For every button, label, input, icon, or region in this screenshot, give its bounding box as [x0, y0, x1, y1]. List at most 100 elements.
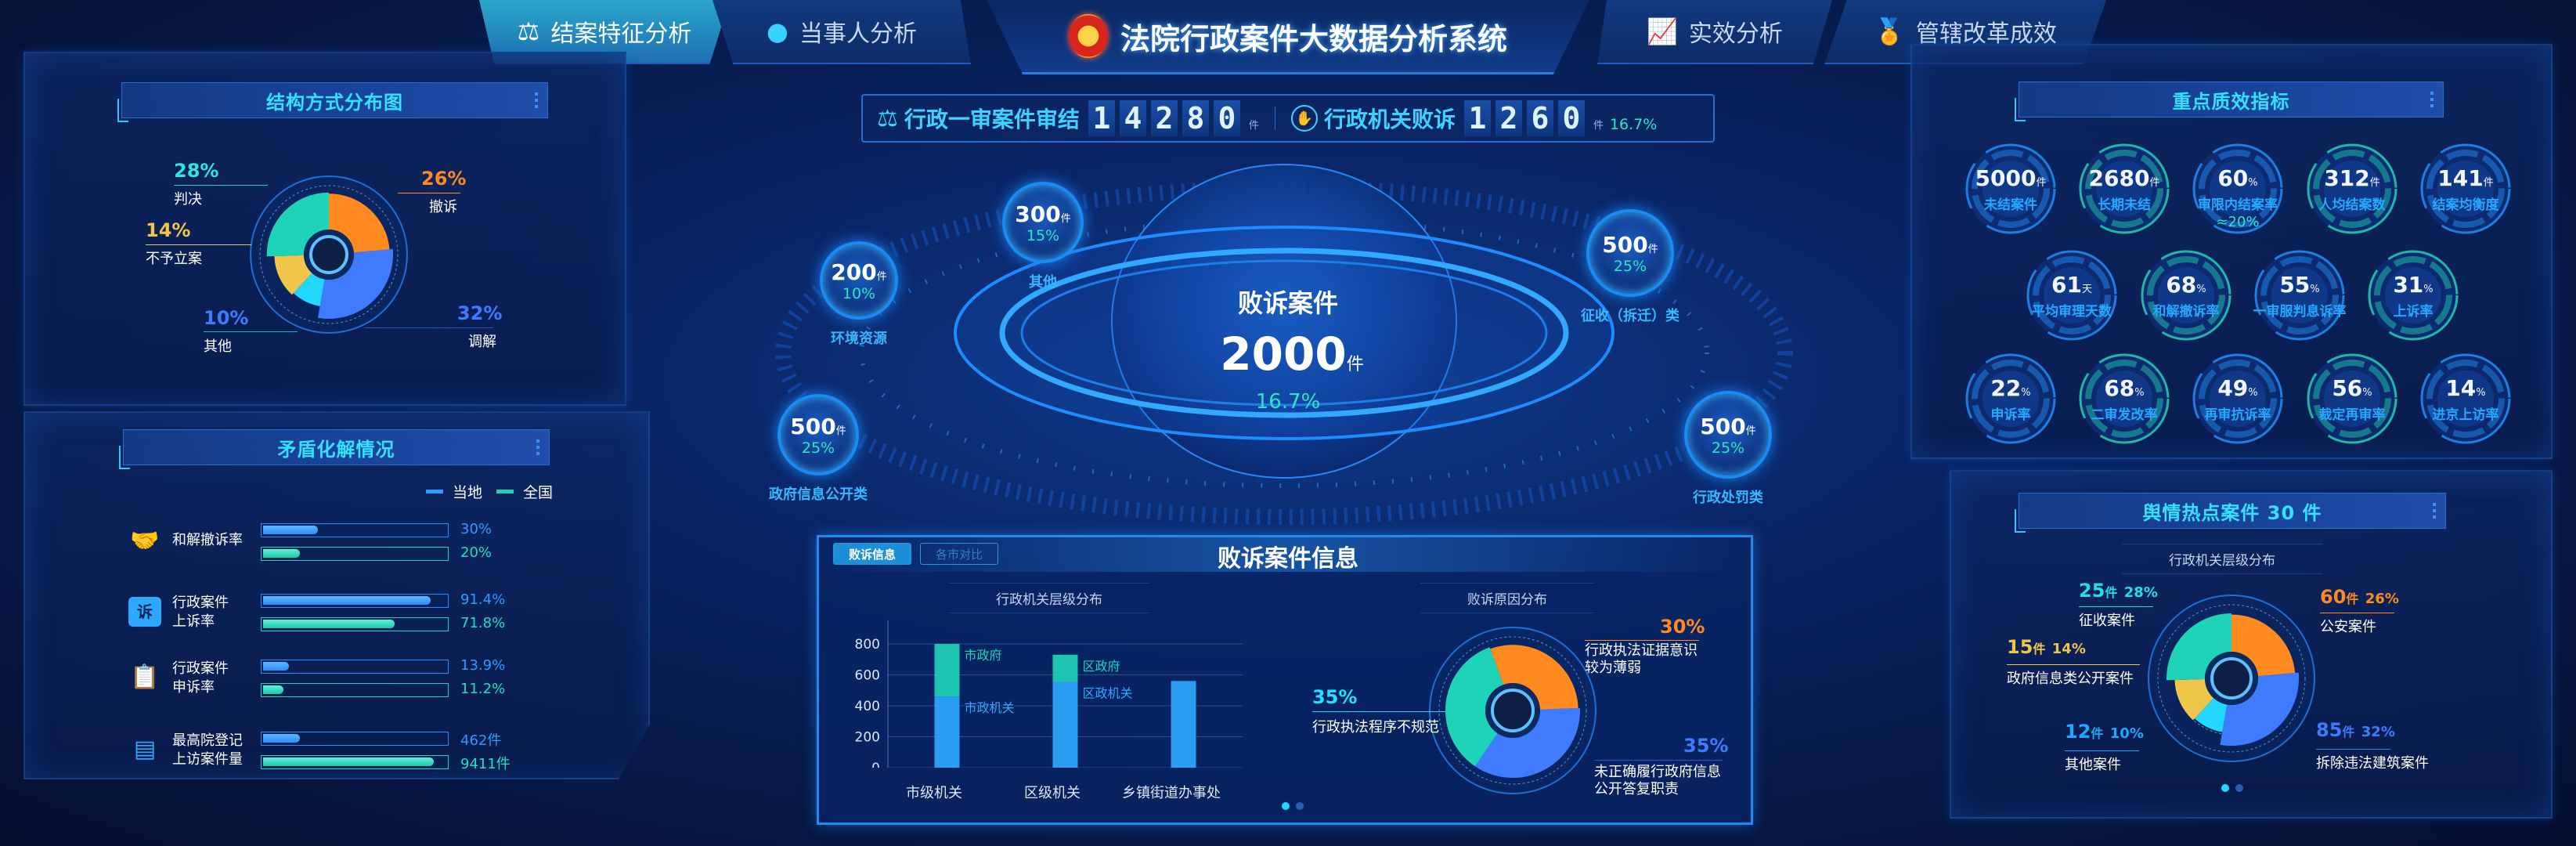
kpi-gauge[interactable]: 68% 和解撤诉率 — [2139, 248, 2233, 342]
y-tick-label: 800 — [855, 637, 880, 653]
pie-slice[interactable] — [2220, 672, 2299, 746]
gauge-ring-icon — [2079, 143, 2170, 234]
gauge-ring-icon — [2192, 353, 2283, 444]
gauge-ring-icon — [2307, 143, 2397, 234]
kpi-gauge[interactable]: 22% 申诉率 — [1964, 352, 2058, 446]
kpi-gauge[interactable]: 49% 再审抗诉率 — [2191, 352, 2285, 446]
pie-slice[interactable] — [1445, 647, 1503, 767]
category-bubble[interactable]: 300件 15% — [1002, 182, 1084, 263]
more-icon[interactable] — [2430, 92, 2433, 109]
kpi-gauge[interactable]: 60% 审限内结案率 ≈20% — [2191, 142, 2285, 236]
category-bubble[interactable]: 500件 25% — [1586, 209, 1674, 297]
carousel-dots — [1282, 802, 1304, 810]
kpi-gauge[interactable]: 61天 平均审理天数 — [2025, 248, 2119, 342]
center-ring — [2210, 657, 2253, 700]
pie-slice[interactable] — [293, 273, 325, 306]
national-value: 71.8% — [460, 615, 506, 631]
pie-slice[interactable] — [1474, 707, 1580, 778]
bar-segment[interactable] — [1171, 681, 1196, 768]
local-bar-fill — [263, 662, 289, 671]
hot-slice-label: 拆除违法建筑案件 — [2316, 755, 2429, 772]
more-icon[interactable] — [2433, 503, 2436, 520]
carousel-dot-2[interactable] — [2235, 784, 2243, 792]
reason-label-disclosure: 未正确履行政府信息 公开答复职责 — [1594, 764, 1721, 797]
slice-label-judgment: 判决 — [174, 191, 202, 208]
hot-slice-value: 60件 26% — [2320, 586, 2399, 608]
pie-slice[interactable] — [274, 255, 312, 295]
local-bar-fill — [263, 526, 319, 534]
gauge-ring-icon — [2079, 353, 2170, 444]
kpi-gauge[interactable]: 68% 二审发改率 — [2077, 352, 2171, 446]
national-bar-fill — [263, 620, 395, 628]
stop-hand-icon: ✋ — [1290, 105, 1318, 132]
hot-slice-value: 15件 14% — [2007, 636, 2086, 658]
national-progress-bar — [261, 755, 449, 769]
agency-lost-label: 行政机关败诉 — [1323, 107, 1456, 132]
gauge-ring-icon — [2192, 143, 2283, 234]
kpi-gauge[interactable]: 56% 裁定再审率 — [2305, 352, 2399, 446]
counter-digit: 2 — [1495, 100, 1522, 136]
more-icon[interactable] — [536, 439, 539, 457]
kpi-gauge[interactable]: 31% 上诉率 — [2366, 248, 2460, 342]
loss-info-panel — [817, 535, 1753, 825]
carousel-dot-1[interactable] — [2221, 784, 2229, 792]
bar-segment[interactable] — [934, 696, 960, 768]
pie-slice[interactable] — [329, 193, 390, 253]
conflict-panel — [23, 411, 650, 779]
tab-effectiveness-analysis[interactable]: 📈 实效分析 — [1597, 0, 1832, 64]
local-progress-bar — [261, 732, 449, 746]
dashed-ring — [1438, 636, 1587, 785]
kpi-gauge[interactable]: 14% 进京上访率 — [2419, 352, 2513, 446]
bar-segment[interactable] — [1052, 654, 1078, 682]
category-bubble[interactable]: 500件 25% — [777, 394, 859, 475]
kpi-gauge[interactable]: 141件 结案均衡度 — [2419, 142, 2513, 236]
kpi-gauge[interactable]: 55% 一审服判息诉率 — [2253, 248, 2347, 342]
kpi-gauge[interactable]: 312件 人均结案数 — [2305, 142, 2399, 236]
pie-slice[interactable] — [2167, 613, 2231, 681]
loss-info-title: 败诉案件信息 — [1218, 545, 1358, 573]
pie-slice[interactable] — [2195, 698, 2228, 732]
local-bar-fill — [263, 734, 300, 743]
unit: 件 — [1593, 120, 1604, 132]
carousel-dot-1[interactable] — [1282, 802, 1290, 810]
hot-cases-subtitle: 行政机关层级分布 — [2122, 544, 2322, 574]
hot-carousel-dots — [2221, 784, 2243, 792]
tab-party-analysis[interactable]: ● 当事人分析 — [713, 0, 971, 64]
pie-slice[interactable] — [1490, 645, 1578, 710]
y-tick-label: 400 — [855, 699, 880, 714]
category-bubble[interactable]: 200件 10% — [820, 241, 898, 320]
pie-slice[interactable] — [2231, 614, 2296, 677]
local-value: 462件 — [460, 732, 502, 749]
reason-pct-procedure: 35% — [1312, 686, 1358, 708]
bar-segment[interactable] — [1052, 682, 1078, 768]
gauge-ring-icon — [2254, 250, 2345, 341]
slice-pct-not-filed: 14% — [146, 219, 191, 241]
bar-segment[interactable] — [934, 644, 960, 697]
row-label: 行政案件 上诉率 — [172, 595, 229, 630]
pie-slice[interactable] — [2174, 678, 2214, 721]
kpi-gauge[interactable]: 2680件 长期未结 — [2077, 142, 2171, 236]
title-banner: 法院行政案件大数据分析系统 — [987, 0, 1589, 74]
carousel-dot-2[interactable] — [1296, 802, 1304, 810]
category-bubble[interactable]: 500件 25% — [1684, 391, 1772, 479]
local-progress-bar — [261, 594, 449, 608]
local-bar-fill — [263, 596, 431, 605]
counter-digit: 2 — [1150, 100, 1178, 136]
medal-icon: 🏅 — [1874, 16, 1905, 46]
y-tick-label: 0 — [871, 761, 880, 768]
local-value: 91.4% — [460, 591, 506, 608]
app-title: 法院行政案件大数据分析系统 — [1120, 21, 1507, 56]
pie-slice[interactable] — [318, 248, 393, 319]
tab-city-compare[interactable]: 各市对比 — [920, 543, 998, 565]
y-tick-label: 200 — [855, 730, 880, 746]
national-progress-bar — [261, 683, 449, 697]
pie-slice[interactable] — [266, 192, 329, 257]
kpi-gauge[interactable]: 5000件 未结案件 — [1964, 142, 2058, 236]
tab-loss-info[interactable]: 败诉信息 — [833, 543, 911, 565]
national-bar-fill — [263, 757, 434, 766]
local-progress-bar — [261, 523, 449, 537]
dashed-ring — [2157, 604, 2306, 753]
loss-reason-pie-chart — [1429, 627, 1596, 794]
more-icon[interactable] — [535, 92, 538, 110]
